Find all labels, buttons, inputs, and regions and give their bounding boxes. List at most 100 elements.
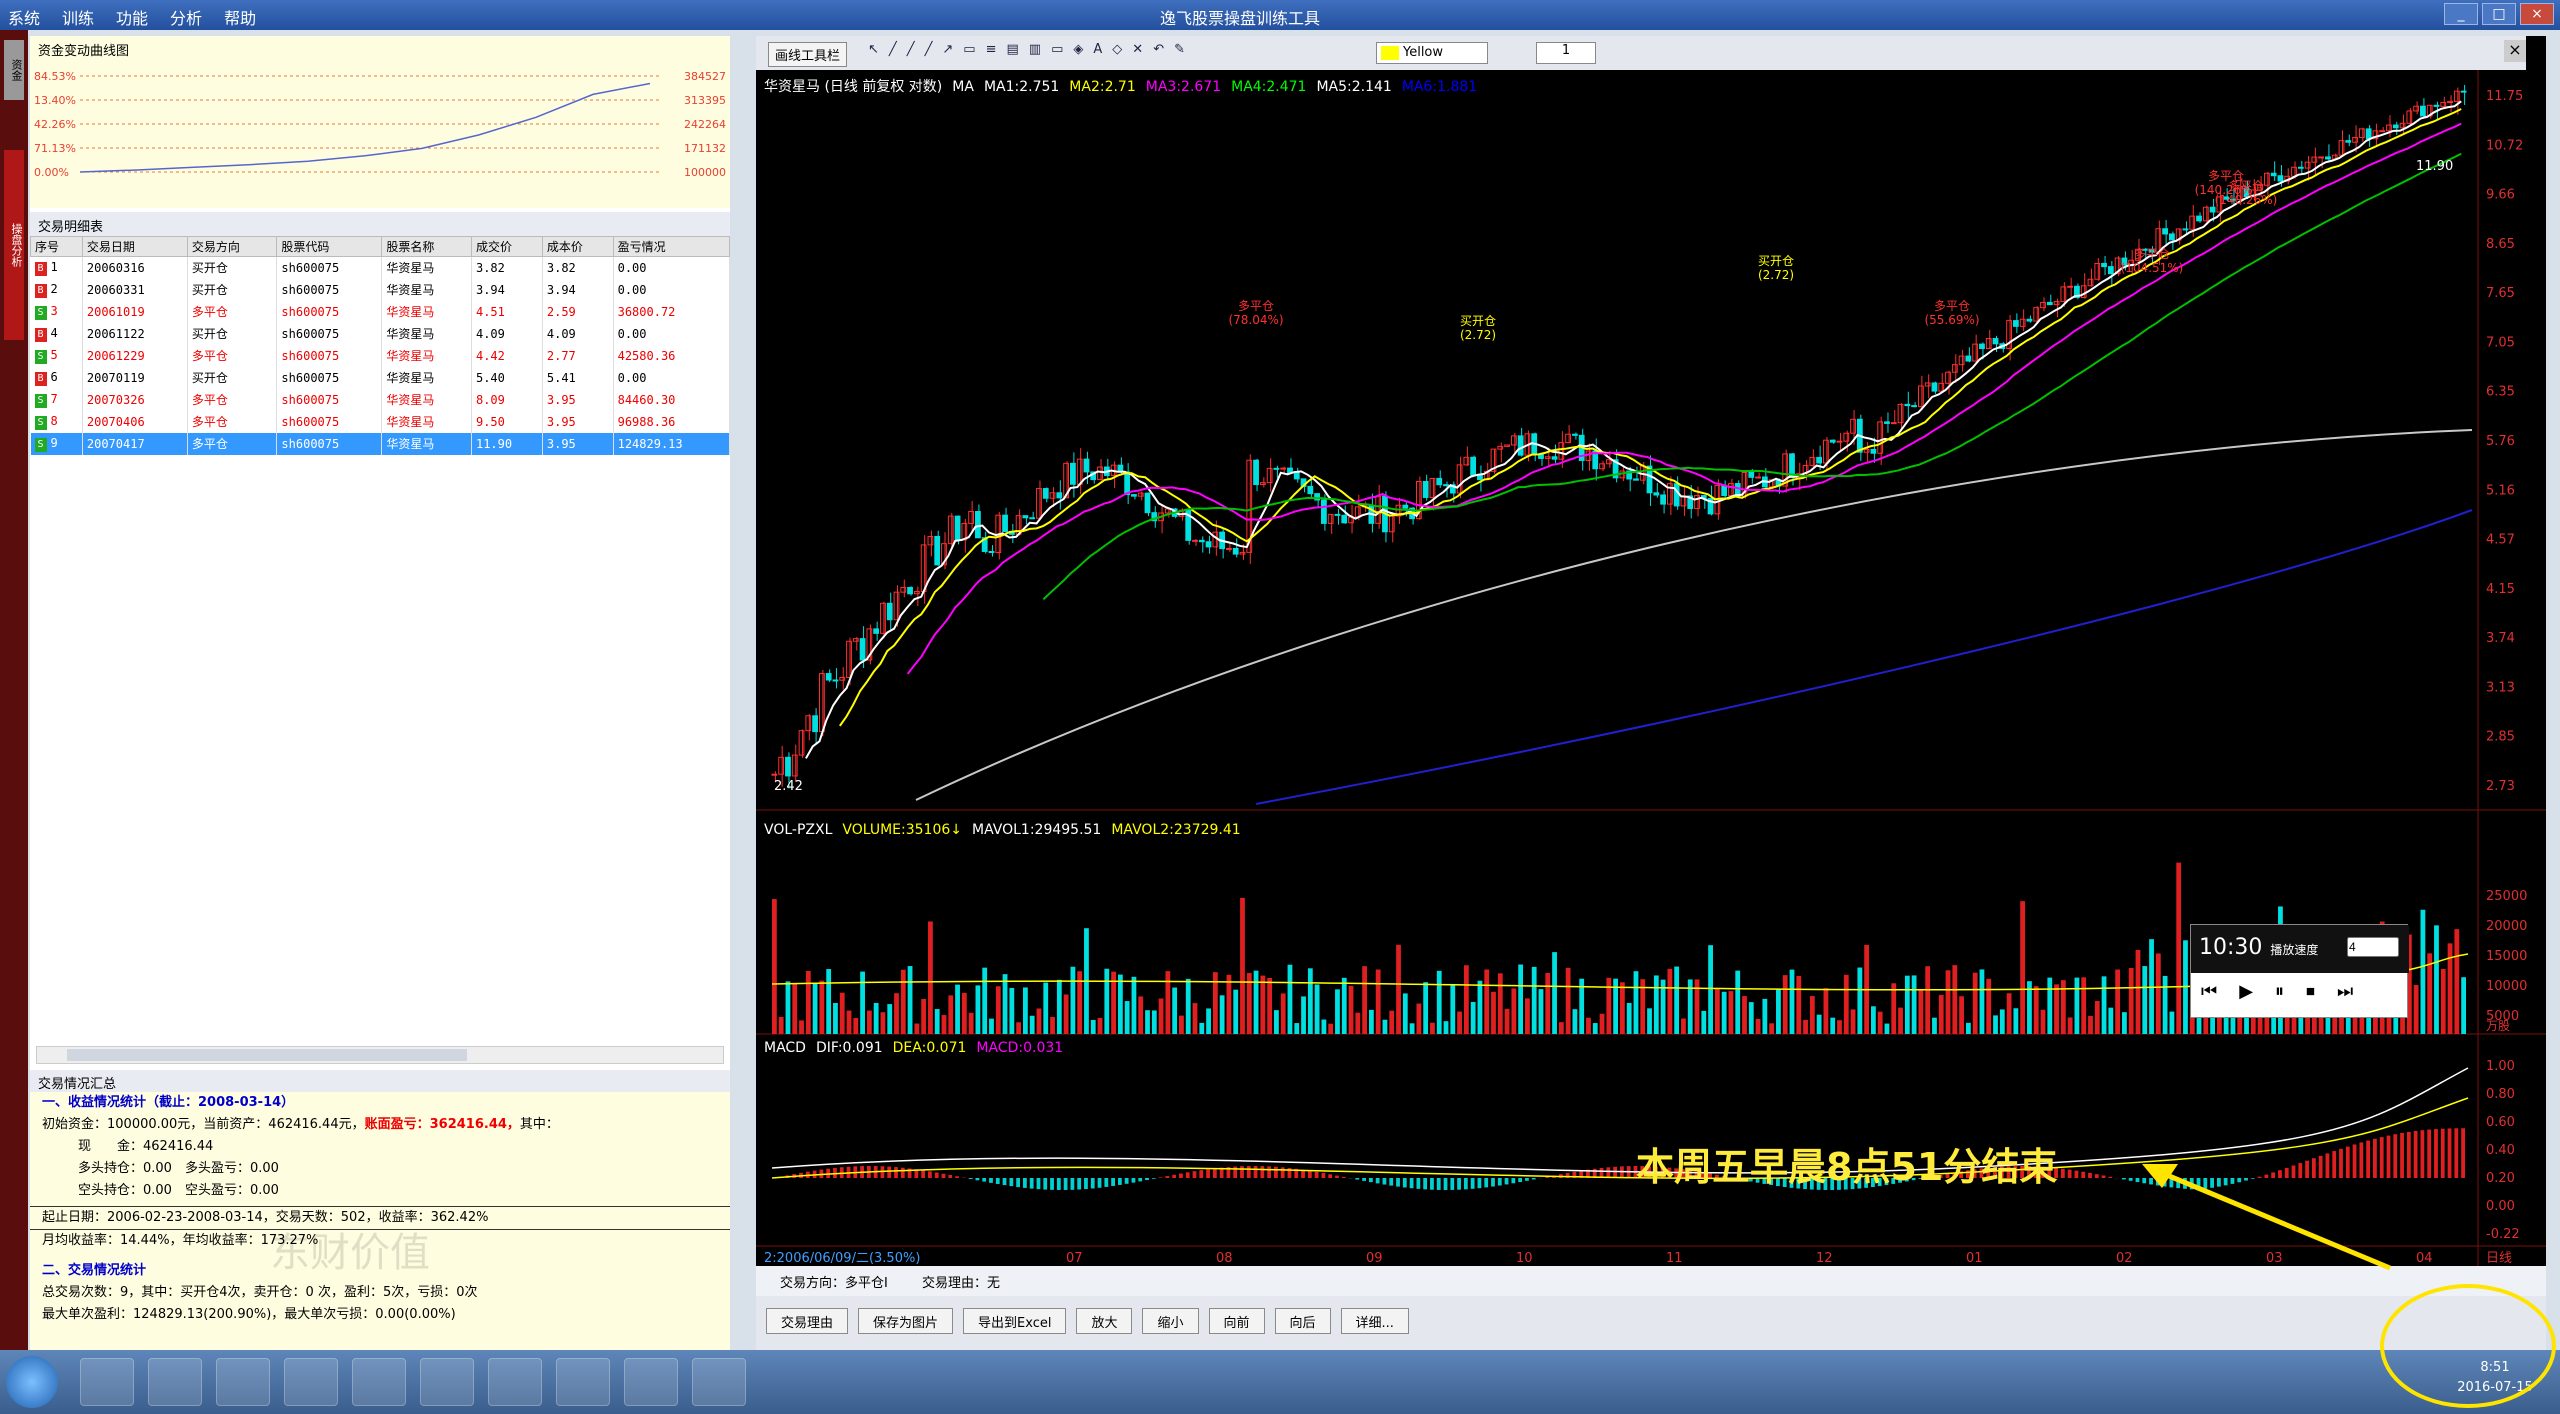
draw-tool-icon[interactable]: ╱	[906, 42, 915, 57]
draw-tool-icon[interactable]: A	[1093, 42, 1103, 57]
tab-funds[interactable]: 资金	[4, 40, 24, 100]
table-row[interactable]: B 6 20070119 买开仓 sh600075 华资星马 5.40 5.41 0.00	[30, 366, 731, 389]
summary-line-count: 总交易次数：9，其中：买开仓4次，卖开仓：0 次，盈利：5次，亏损：0次	[42, 1285, 478, 1300]
replay-speed-input[interactable]	[2347, 937, 2399, 957]
equity-right-label: 313395	[684, 94, 726, 107]
trade-no: 8	[50, 413, 58, 428]
col-cost[interactable]: 成本价	[541, 236, 614, 257]
volume-bar	[1348, 985, 1354, 1034]
table-hscrollbar[interactable]	[36, 1046, 724, 1064]
col-name[interactable]: 股票名称	[381, 236, 472, 257]
volume-bar	[2162, 975, 2168, 1034]
color-select[interactable]: Yellow	[1376, 42, 1488, 64]
draw-tool-icon[interactable]: ↶	[1153, 42, 1165, 57]
col-direction[interactable]: 交易方向	[186, 236, 278, 257]
macd-bar	[819, 1169, 824, 1178]
macd-bar	[1050, 1178, 1054, 1190]
draw-tool-icon[interactable]: ↖	[868, 42, 879, 57]
start-button-icon[interactable]	[6, 1356, 58, 1408]
candle-body	[1809, 456, 1816, 466]
taskbar-app-icon[interactable]	[284, 1358, 338, 1406]
line-width-input[interactable]: 1	[1536, 42, 1596, 64]
col-pnl[interactable]: 盈亏情况	[612, 236, 731, 257]
draw-toolbar-button[interactable]: 画线工具栏	[768, 42, 848, 67]
table-row[interactable]: S 3 20061019 多平仓 sh600075 华资星马 4.51 2.59 36800.7…	[30, 300, 731, 323]
price-axis-label: 4.15	[2486, 582, 2515, 597]
save-image-button[interactable]: 保存为图片	[858, 1308, 954, 1334]
close-button[interactable]: ×	[2520, 3, 2554, 25]
volume-bar	[1043, 982, 1049, 1034]
col-date[interactable]: 交易日期	[81, 236, 188, 257]
draw-tool-icon[interactable]: ≡	[985, 42, 997, 57]
forward-button[interactable]: 向前	[1208, 1308, 1265, 1334]
menu-help[interactable]: 帮助	[224, 9, 257, 28]
menu-analysis[interactable]: 分析	[170, 9, 203, 28]
taskbar-app-icon[interactable]	[556, 1358, 610, 1406]
table-row[interactable]: B 4 20061122 买开仓 sh600075 华资星马 4.09 4.09 0.00	[30, 322, 731, 345]
candle-body	[791, 754, 798, 777]
skip-forward-icon[interactable]: ⏭	[2337, 981, 2354, 1002]
chart-svg[interactable]: 11.75 10.72 9.66 8.65 7.65 7.05 6.35 5.76 5.16 4.…	[756, 70, 2546, 1266]
taskbar-app-icon[interactable]	[80, 1358, 134, 1406]
toolbar-close-icon[interactable]: ×	[2504, 40, 2526, 62]
taskbar-app-icon[interactable]	[352, 1358, 406, 1406]
col-no[interactable]: 序号	[30, 236, 83, 257]
volume-bar	[921, 998, 927, 1034]
draw-tool-icon[interactable]: ◈	[1073, 42, 1084, 57]
taskbar-app-icon[interactable]	[216, 1358, 270, 1406]
dif-line	[771, 1067, 2469, 1174]
taskbar-app-icon[interactable]	[420, 1358, 474, 1406]
tab-trade-analysis[interactable]: 操盘分析	[4, 150, 24, 340]
table-row[interactable]: S 5 20061229 多平仓 sh600075 华资星马 4.42 2.77 42580.3…	[30, 344, 731, 367]
candle-body	[1436, 477, 1443, 486]
col-code[interactable]: 股票代码	[276, 236, 383, 257]
stop-icon[interactable]: ⏹	[2306, 981, 2316, 1002]
draw-tool-icon[interactable]: ◇	[1112, 42, 1123, 57]
macd-bar	[1708, 1173, 1712, 1178]
draw-tool-icon[interactable]: ✎	[1174, 42, 1186, 57]
menu-function[interactable]: 功能	[116, 9, 149, 28]
volume-bar	[1450, 983, 1456, 1034]
zoom-out-button[interactable]: 缩小	[1142, 1308, 1199, 1334]
hscroll-thumb[interactable]	[67, 1049, 467, 1061]
trade-reason-button[interactable]: 交易理由	[766, 1308, 849, 1334]
volume-bar	[1952, 965, 1958, 1034]
taskbar-app-icon[interactable]	[692, 1358, 746, 1406]
macd-bar	[1891, 1178, 1896, 1184]
table-row[interactable]: B 1 20060316 买开仓 sh600075 华资星马 3.82 3.82 0.00	[30, 256, 731, 279]
pause-icon[interactable]: ⏸	[2275, 981, 2285, 1002]
draw-tool-icon[interactable]: ▤	[1006, 42, 1019, 57]
draw-tool-icon[interactable]: ╱	[888, 42, 897, 57]
details-button[interactable]: 详细...	[1340, 1308, 1409, 1334]
zoom-in-button[interactable]: 放大	[1076, 1308, 1133, 1334]
taskbar-app-icon[interactable]	[148, 1358, 202, 1406]
backward-button[interactable]: 向后	[1274, 1308, 1331, 1334]
draw-tool-icon[interactable]: ↗	[942, 42, 954, 57]
volume-bar	[995, 986, 1001, 1034]
candle-body	[1666, 483, 1673, 505]
play-icon[interactable]: ▶	[2239, 981, 2254, 1002]
taskbar-app-icon[interactable]	[488, 1358, 542, 1406]
draw-tool-icon[interactable]: ▭	[963, 42, 976, 57]
candle-body	[1069, 462, 1076, 485]
volume-bar	[894, 993, 899, 1034]
draw-tool-icon[interactable]: ▥	[1028, 42, 1042, 57]
candle-body	[934, 535, 941, 566]
taskbar-app-icon[interactable]	[624, 1358, 678, 1406]
skip-back-icon[interactable]: ⏮	[2201, 981, 2218, 1002]
draw-tool-icon[interactable]: ✕	[1132, 42, 1144, 57]
volume-bar	[1884, 1023, 1890, 1034]
table-row[interactable]: S 7 20070326 多平仓 sh600075 华资星马 8.09 3.95 84460.3…	[30, 388, 731, 411]
table-row[interactable]: S 8 20070406 多平仓 sh600075 华资星马 9.50 3.95 96988.3…	[30, 410, 731, 433]
macd-bar	[982, 1178, 987, 1182]
menu-system[interactable]: 系统	[8, 9, 41, 28]
menu-training[interactable]: 训练	[62, 9, 95, 28]
maximize-button[interactable]: □	[2482, 3, 2516, 25]
minimize-button[interactable]: _	[2444, 3, 2478, 25]
col-price[interactable]: 成交价	[470, 236, 543, 257]
export-excel-button[interactable]: 导出到Excel	[963, 1308, 1067, 1334]
table-row[interactable]: S 9 20070417 多平仓 sh600075 华资星马 11.90 3.95 124829…	[30, 432, 731, 455]
draw-tool-icon[interactable]: ╱	[924, 42, 933, 57]
table-row[interactable]: B 2 20060331 买开仓 sh600075 华资星马 3.94 3.94 0.00	[30, 278, 731, 301]
draw-tool-icon[interactable]: ▭	[1051, 42, 1064, 57]
